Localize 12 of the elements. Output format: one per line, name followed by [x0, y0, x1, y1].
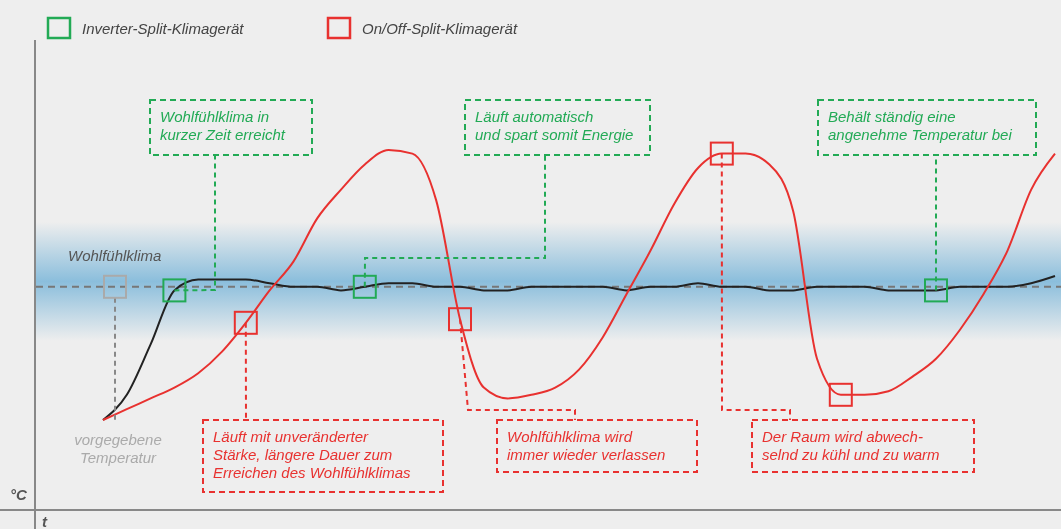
annotation: Läuft mit unveränderter Stärke, längere Dauer zum Erreichen des Wohlfühlklimas: [213, 428, 412, 481]
text: Wohlfühlklima in kurzer Zeit erreicht: [160, 108, 286, 143]
x-axis-title: t: [42, 513, 48, 529]
y-axis-title: °C: [10, 486, 28, 503]
annotation: Wohlfühlklima wird immer wieder verlassen: [507, 428, 666, 463]
text: Behält ständig eine angenehme Temperatur bei: [828, 108, 1013, 143]
legend-label: On/Off-Split-Klimagerät: [362, 20, 518, 37]
legend-label: Inverter-Split-Klimagerät: [82, 20, 245, 37]
annotation: vorgegebene Temperatur: [74, 431, 162, 466]
annotation: Der Raum wird abwech- selnd zu kühl und zu warm: [762, 428, 940, 463]
text: Läuft automatisch und spart somit Energie: [475, 108, 634, 143]
ref-line-label: Wohlfühlklima: [68, 246, 162, 264]
